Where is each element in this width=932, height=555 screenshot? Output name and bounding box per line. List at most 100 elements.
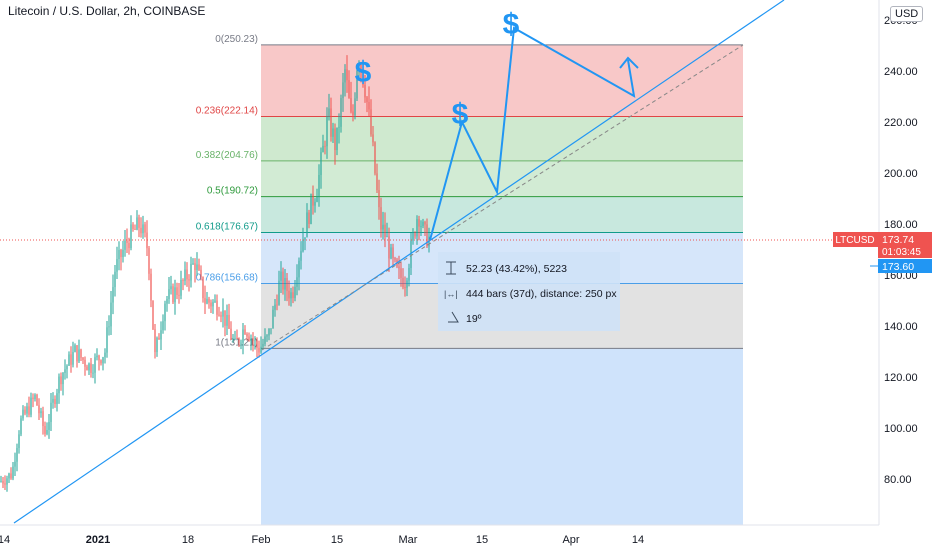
candle-body [338, 126, 340, 128]
candle-body [48, 421, 50, 430]
candle-body [236, 337, 238, 339]
candle-body [262, 343, 264, 347]
candle-body [172, 286, 174, 303]
candle-body [164, 303, 166, 322]
chart-title: Litecoin / U.S. Dollar, 2h, COINBASE [8, 4, 206, 18]
candle-body [192, 263, 194, 265]
candles [0, 55, 430, 492]
candle-body [254, 340, 256, 342]
candle-body [10, 473, 12, 479]
candle-body [422, 221, 424, 227]
x-axis: 14 2021 18 Feb 15 Mar 15 Apr 14 [0, 524, 879, 546]
candle-body [34, 394, 36, 400]
x-tick-label: 14 [0, 534, 10, 546]
dollar-annotation: $ [503, 8, 520, 41]
candle-body [388, 236, 390, 259]
candle-body [62, 372, 64, 385]
candle-body [360, 65, 362, 71]
x-tick-label: Feb [252, 534, 271, 546]
y-tick-label: 180.00 [884, 219, 918, 231]
candle-body [110, 302, 112, 327]
candle-body [14, 461, 16, 467]
y-tick-label: 140.00 [884, 321, 918, 333]
candle-body [328, 108, 330, 117]
candle-body [372, 134, 374, 143]
currency-badge[interactable]: USD [890, 6, 924, 22]
candle-body [220, 315, 222, 317]
candle-body [4, 483, 6, 485]
measure-panel [438, 252, 620, 331]
candle-body [260, 346, 262, 353]
candle-body [176, 287, 178, 295]
candle-body [230, 328, 232, 340]
candle-body [284, 278, 286, 290]
candle-body [46, 429, 48, 434]
candle-body [90, 363, 92, 373]
candle-body [182, 279, 184, 281]
candle-body [52, 398, 54, 403]
candle-body [332, 128, 334, 137]
candle-body [314, 201, 316, 206]
candle-body [154, 329, 156, 353]
candle-body [186, 269, 188, 280]
candle-body [148, 248, 150, 274]
x-tick-label: Apr [562, 534, 579, 546]
candle-body [398, 266, 400, 269]
measure-bars: 444 bars (37d), distance: 250 px [466, 288, 617, 300]
candle-body [104, 352, 106, 358]
fib-zone [261, 160, 743, 197]
candle-body [92, 372, 94, 374]
candle-body [194, 263, 196, 271]
candle-body [306, 212, 308, 238]
candle-body [18, 434, 20, 449]
y-tick-label: 240.00 [884, 66, 918, 78]
candle-body [242, 329, 244, 343]
candle-body [290, 292, 292, 299]
candle-body [126, 240, 128, 243]
candle-body [184, 269, 186, 281]
candle-body [356, 70, 358, 99]
candle-body [276, 304, 278, 306]
candle-body [424, 221, 426, 225]
candle-body [152, 300, 154, 330]
candle-body [232, 338, 234, 340]
candle-body [26, 406, 28, 414]
candle-body [70, 354, 72, 365]
candle-body [134, 228, 136, 230]
candle-body [300, 251, 302, 261]
candle-body [368, 102, 370, 110]
candle-body [112, 287, 114, 303]
candle-body [150, 273, 152, 301]
measure-box[interactable]: 52.23 (43.42%), 5223 |↔| 444 bars (37d), d… [438, 252, 620, 331]
fib-zone [261, 196, 743, 233]
candle-body [312, 193, 314, 206]
candle-body [200, 269, 202, 278]
x-tick-label: 18 [182, 534, 194, 546]
candle-body [322, 145, 324, 153]
drawings[interactable]: $ $ $ [13, 0, 785, 524]
candle-body [122, 249, 124, 258]
candle-body [102, 357, 104, 364]
fib-level-label: 0.382(204.76) [196, 150, 258, 161]
fib-level-label: 0.618(176.67) [196, 221, 258, 232]
candle-body [258, 347, 260, 353]
y-tick-label: 220.00 [884, 117, 918, 129]
candle-body [354, 98, 356, 116]
candle-body [216, 300, 218, 315]
candle-body [44, 426, 46, 434]
candle-body [278, 280, 280, 305]
candle-body [222, 310, 224, 317]
x-tick-label: 14 [632, 534, 644, 546]
candle-body [214, 300, 216, 302]
candle-body [22, 409, 24, 419]
bars-range-icon: |↔| [444, 289, 458, 299]
candle-body [96, 355, 98, 358]
measure-angle: 19º [466, 313, 482, 325]
candle-body [330, 108, 332, 137]
candle-body [178, 294, 180, 296]
candle-body [138, 217, 140, 228]
candle-body [316, 196, 318, 202]
candle-body [386, 236, 388, 238]
dollar-annotation: $ [355, 56, 372, 89]
